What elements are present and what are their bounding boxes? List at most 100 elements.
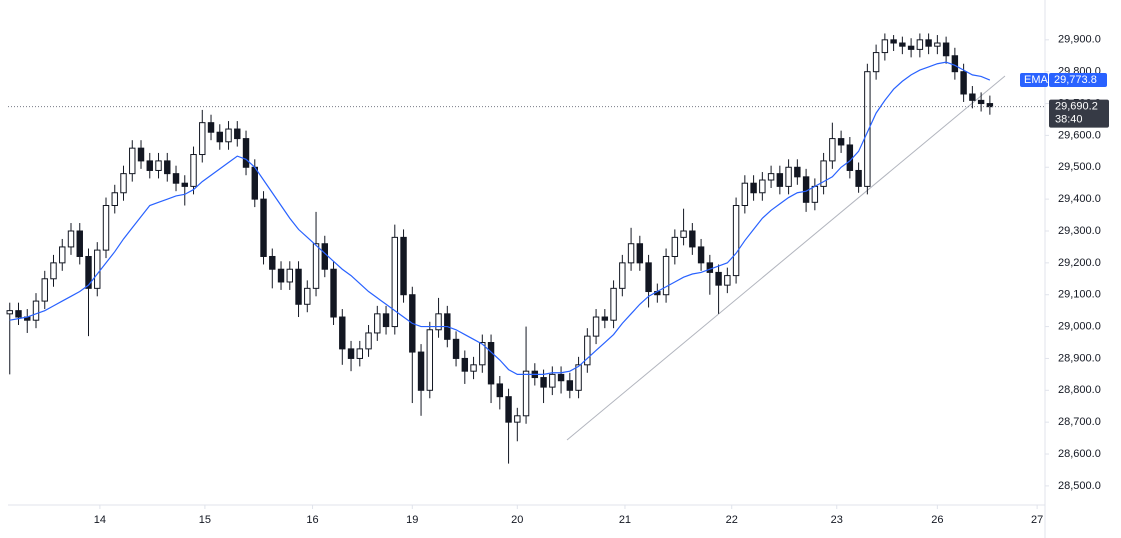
candle-body: [94, 249, 101, 289]
candle-body: [977, 99, 985, 105]
ema-line: [9, 61, 991, 375]
candle-body: [172, 173, 180, 184]
candle-body: [76, 230, 83, 257]
y-tick-label: 29,400.0: [1058, 193, 1101, 205]
candle-body: [251, 166, 258, 200]
candle-body: [645, 262, 652, 293]
candle-body: [312, 243, 320, 289]
candle-body: [872, 52, 880, 73]
candle-body: [584, 335, 591, 366]
candle-body: [566, 380, 574, 391]
candle-body: [85, 255, 92, 289]
candle-body: [899, 42, 906, 47]
candle-body: [514, 415, 521, 423]
candle-body: [347, 348, 355, 359]
x-tick-label: 23: [831, 514, 843, 526]
candle-body: [732, 205, 740, 277]
candle-body: [339, 316, 346, 350]
y-tick-label: 29,000.0: [1058, 320, 1101, 332]
x-tick-label: 14: [94, 514, 106, 526]
candle-body: [592, 316, 600, 337]
candle-body: [960, 71, 967, 95]
candle-body: [505, 396, 512, 423]
candle-body: [269, 255, 276, 270]
y-tick-label: 28,900.0: [1058, 352, 1101, 364]
y-tick-label: 29,500.0: [1058, 161, 1101, 173]
candle-body: [400, 236, 407, 296]
candle-body: [540, 377, 547, 388]
candle-body: [32, 300, 40, 321]
ema-name: EMA: [1024, 74, 1049, 86]
candle-body: [242, 138, 250, 168]
ema-value-tag: [1049, 73, 1107, 88]
candle-body: [137, 147, 145, 162]
candle-body: [155, 160, 162, 171]
candle-body: [199, 122, 206, 156]
candle-body: [41, 278, 48, 302]
candle-body: [426, 329, 434, 391]
candle-body: [15, 310, 22, 318]
candle-body: [846, 144, 854, 171]
x-tick-label: 20: [511, 514, 523, 526]
candle-body: [207, 122, 215, 133]
candle-body: [811, 185, 819, 203]
candle-body: [837, 138, 845, 146]
candle-body: [750, 182, 757, 194]
last-price-tag: [1049, 99, 1109, 128]
x-tick-label: 26: [931, 514, 943, 526]
y-tick-label: 29,100.0: [1058, 289, 1101, 301]
y-tick-label: 29,200.0: [1058, 257, 1101, 269]
candle-body: [295, 268, 302, 305]
y-tick-label: 28,700.0: [1058, 416, 1101, 428]
candle-body: [549, 373, 556, 388]
candle-body: [890, 39, 897, 44]
trend-line: [566, 75, 1006, 441]
y-tick-label: 28,600.0: [1058, 448, 1101, 460]
candle-body: [916, 39, 924, 50]
candle-body: [575, 364, 582, 391]
countdown-label: 38:40: [1055, 114, 1083, 126]
candle-body: [479, 342, 486, 366]
candle-body: [234, 128, 241, 140]
candle-body: [260, 198, 267, 257]
candle-body: [969, 93, 976, 101]
candle-body: [697, 246, 705, 264]
candle-body: [225, 128, 232, 143]
candle-body: [951, 55, 959, 73]
candle-body: [164, 160, 171, 175]
candle-body: [680, 230, 687, 238]
candle-body: [146, 160, 153, 171]
candle-body: [636, 243, 644, 264]
candle-body: [286, 268, 293, 283]
ema-name-tag: [1020, 73, 1048, 88]
candle-body: [776, 173, 784, 187]
candle-body: [59, 246, 66, 264]
candle-body: [304, 287, 311, 305]
candle-body: [277, 268, 285, 283]
candle-body: [925, 39, 932, 47]
candle-body: [610, 287, 617, 321]
candle-body: [829, 138, 836, 162]
x-tick-label: 22: [726, 514, 738, 526]
candle-body: [190, 154, 197, 187]
candle-body: [741, 182, 749, 207]
candle-body: [864, 71, 871, 187]
candle-body: [391, 236, 399, 328]
candle-body: [767, 173, 775, 181]
candle-body: [67, 230, 75, 248]
candle-body: [855, 169, 862, 187]
candle-body: [662, 255, 670, 296]
candle-body: [619, 262, 626, 289]
x-tick-label: 15: [199, 514, 211, 526]
candle-body: [470, 364, 477, 372]
candle-body: [689, 230, 696, 248]
candle-body: [129, 147, 136, 175]
y-tick-label: 29,600.0: [1058, 129, 1101, 141]
candle-body: [487, 342, 495, 385]
x-tick-label: 27: [1031, 514, 1043, 526]
y-tick-label: 28,800.0: [1058, 384, 1101, 396]
candle-body: [820, 160, 827, 187]
candle-body: [934, 42, 941, 47]
candle-body: [435, 313, 442, 331]
